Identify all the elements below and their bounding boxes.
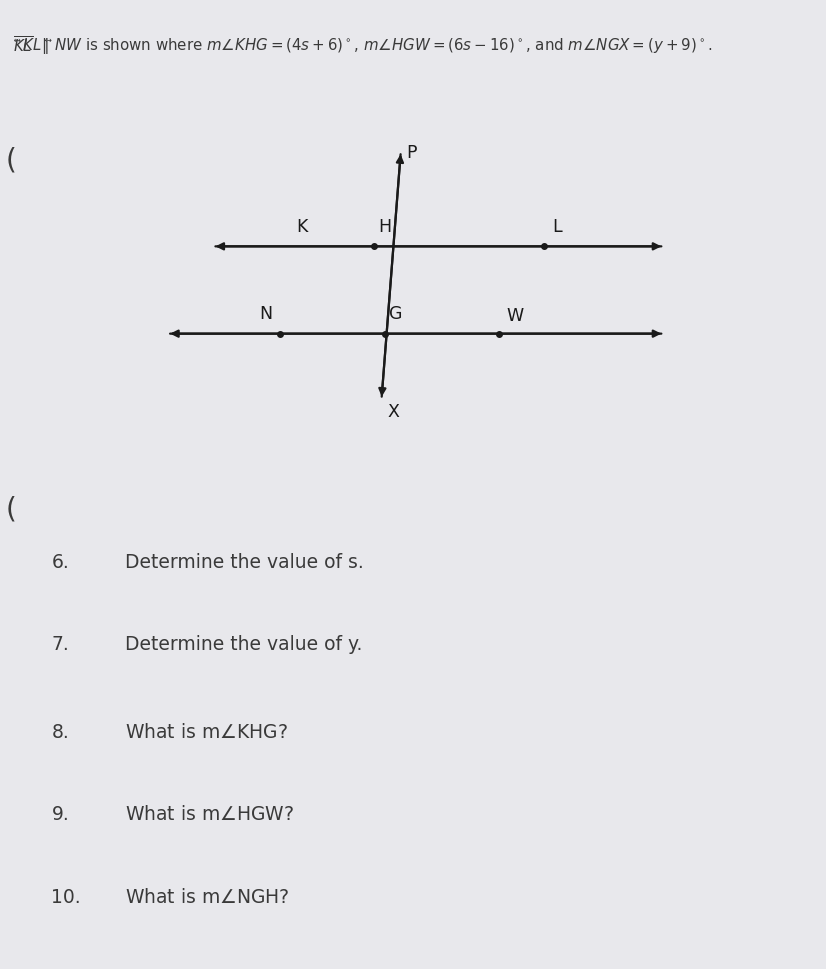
Text: What is m$\angle$NGH?: What is m$\angle$NGH? (125, 887, 289, 906)
Text: W: W (506, 306, 524, 325)
Text: 7.: 7. (51, 635, 69, 654)
Text: L: L (552, 217, 562, 235)
Text: $\overline{KL}$: $\overline{KL}$ (13, 36, 33, 56)
Text: 8.: 8. (51, 722, 69, 741)
Text: G: G (389, 304, 403, 323)
Text: 10.: 10. (51, 887, 81, 906)
Text: $\overleftrightarrow{KL}\|\overleftrightarrow{NW}$ is shown where $m\angle KHG=(: $\overleftrightarrow{KL}\|\overleftright… (13, 36, 712, 56)
Text: X: X (387, 402, 400, 421)
Text: (: ( (6, 495, 17, 522)
Text: Determine the value of y.: Determine the value of y. (125, 635, 362, 654)
Text: 6.: 6. (51, 552, 69, 572)
Text: K: K (297, 217, 308, 235)
Text: 9.: 9. (51, 804, 69, 824)
Text: P: P (406, 144, 417, 162)
Text: N: N (259, 304, 272, 323)
Text: What is m$\angle$KHG?: What is m$\angle$KHG? (125, 722, 287, 741)
Text: (: ( (6, 146, 17, 173)
Text: H: H (378, 217, 391, 235)
Text: Determine the value of s.: Determine the value of s. (125, 552, 363, 572)
Text: What is m$\angle$HGW?: What is m$\angle$HGW? (125, 804, 294, 824)
